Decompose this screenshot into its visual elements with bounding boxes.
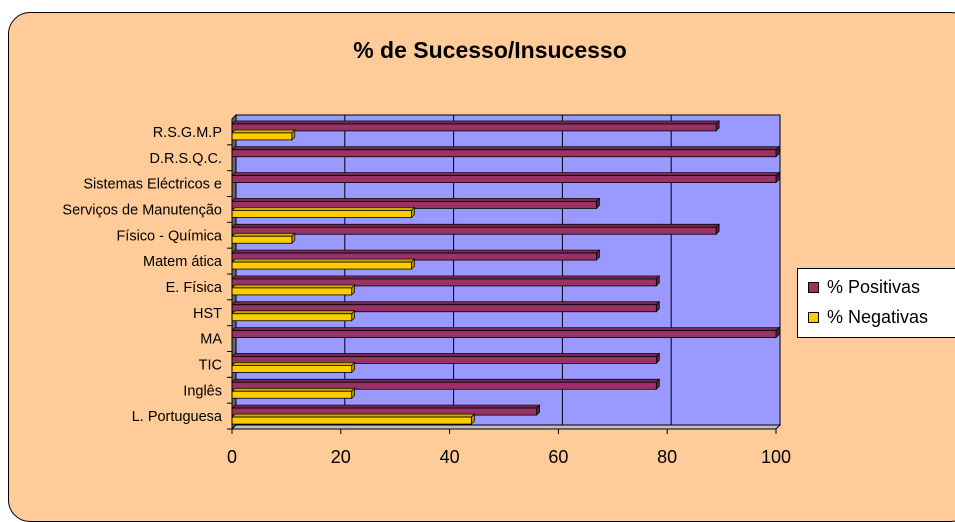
bar — [231, 261, 412, 270]
bar-top — [231, 404, 541, 409]
bar-top — [231, 232, 296, 237]
y-tick-label: Inglês — [183, 383, 222, 399]
legend-swatch-positivas — [808, 282, 819, 293]
legend-swatch-negativas — [808, 312, 819, 323]
x-tick-label: 60 — [548, 447, 568, 467]
plot-wall — [235, 114, 781, 426]
bar-top — [231, 301, 661, 306]
x-tick-label: 40 — [440, 447, 460, 467]
bar-top — [231, 378, 661, 383]
y-tick-label: TIC — [199, 357, 222, 373]
bar — [231, 330, 777, 338]
bar — [231, 235, 293, 244]
y-tick-label: MA — [200, 332, 222, 348]
y-tick-label: R.S.G.M.P — [153, 125, 222, 141]
bar-top — [231, 207, 416, 211]
bar-top — [231, 284, 356, 289]
bar — [231, 226, 717, 235]
legend-item-positivas: % Positivas — [808, 277, 920, 298]
bar-top — [231, 172, 780, 176]
bar — [231, 313, 353, 322]
bar — [231, 149, 777, 158]
bar-top — [231, 198, 601, 202]
bar-top — [231, 327, 780, 331]
bar-top — [231, 387, 356, 392]
bar — [231, 287, 353, 296]
x-tick-label: 80 — [657, 447, 677, 467]
legend-item-negativas: % Negativas — [808, 307, 928, 328]
bar-top — [231, 223, 721, 228]
bar-top — [231, 310, 356, 315]
chart-floor — [230, 424, 782, 430]
bar — [231, 175, 777, 183]
bar-top — [231, 275, 661, 280]
y-tick-label: Matem ática — [143, 254, 223, 270]
bar-top — [231, 129, 296, 134]
x-tick-label: 20 — [331, 447, 351, 467]
chart-title: % de Sucesso/Insucesso — [353, 37, 627, 63]
bar — [231, 210, 412, 218]
bar-top — [231, 146, 780, 151]
bar-top — [231, 353, 661, 357]
bar-top — [231, 362, 356, 366]
legend-label-negativas: % Negativas — [827, 307, 929, 327]
y-tick-label: Serviços de Manutenção — [62, 202, 222, 218]
y-tick-label: HST — [193, 306, 222, 322]
bar — [231, 416, 472, 425]
x-tick-label: 0 — [227, 447, 237, 467]
bar-top — [231, 258, 416, 263]
x-tick-label: 100 — [761, 447, 791, 467]
legend-label-positivas: % Positivas — [827, 277, 921, 297]
y-tick-label: Físico - Química — [116, 228, 222, 244]
y-tick-label: Sistemas Eléctricos e — [83, 177, 222, 193]
legend: % Positivas % Negativas — [797, 268, 955, 338]
y-tick-label: L. Portuguesa — [132, 409, 223, 425]
y-tick-label: D.R.S.Q.C. — [149, 151, 222, 167]
bar — [231, 123, 717, 132]
bar-top — [231, 413, 476, 418]
bar — [231, 390, 353, 399]
chart-plot: % de Sucesso/Insucesso 0 20 40 60 80 100 R.S.G.… — [62, 37, 791, 467]
bar-top — [231, 120, 721, 125]
y-tick-label: E. Física — [166, 280, 223, 296]
bar-top — [231, 249, 601, 254]
bar — [231, 132, 293, 141]
bar — [231, 365, 353, 373]
